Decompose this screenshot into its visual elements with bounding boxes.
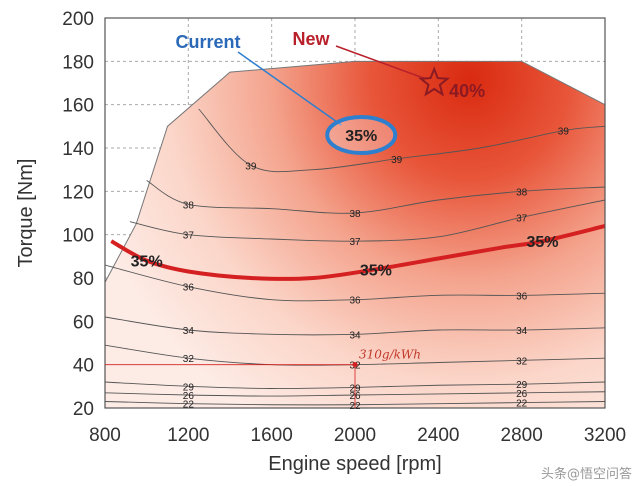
current-label: Current bbox=[175, 32, 240, 52]
contour-label: 38 bbox=[516, 187, 528, 198]
contour-line-34 bbox=[105, 316, 605, 336]
contour-label: 37 bbox=[516, 213, 528, 224]
contour-label: 29 bbox=[183, 382, 195, 393]
x-tick-label: 1600 bbox=[251, 425, 293, 446]
contour-label: 39 bbox=[391, 155, 403, 166]
contour-label: 39 bbox=[558, 127, 570, 138]
contour-label: 37 bbox=[349, 237, 361, 248]
y-tick-label: 40 bbox=[73, 356, 94, 377]
current-ellipse bbox=[325, 115, 398, 155]
contour-line-39 bbox=[198, 108, 605, 173]
x-tick-label: 2800 bbox=[501, 425, 543, 446]
highlight-35-percent-line bbox=[110, 224, 605, 281]
contour-label: 36 bbox=[183, 283, 195, 294]
new-label: New bbox=[292, 29, 330, 49]
contour-label: 34 bbox=[349, 330, 361, 341]
contour-label: 32 bbox=[183, 354, 195, 365]
contour-label: 34 bbox=[516, 326, 528, 337]
y-tick-label: 160 bbox=[62, 96, 94, 117]
contour-label: 39 bbox=[245, 161, 257, 172]
contour-label: 37 bbox=[183, 231, 195, 242]
contour-label: 34 bbox=[183, 326, 195, 337]
x-axis-label: Engine speed [rpm] bbox=[268, 453, 441, 475]
new-value: 40% bbox=[449, 81, 485, 101]
axes: 800 1200 1600 2000 2400 2800 3200 20 40 60 80 100 12… bbox=[62, 9, 626, 446]
contour-label: 22 bbox=[516, 399, 528, 410]
x-tick-label: 1200 bbox=[167, 425, 209, 446]
x-tick-label: 2000 bbox=[334, 425, 376, 446]
y-tick-label: 120 bbox=[62, 182, 94, 203]
new-leader-line bbox=[335, 45, 427, 80]
contour-line-36 bbox=[105, 264, 605, 302]
bsfc-point bbox=[352, 362, 358, 368]
y-tick-label: 140 bbox=[62, 139, 94, 160]
contour-label: 38 bbox=[349, 209, 361, 220]
watermark: 头条@悟空问答 bbox=[541, 466, 632, 482]
annotations: 35% Current 40% New 310g/kWh bbox=[105, 29, 485, 408]
contour-label: 38 bbox=[183, 200, 195, 211]
new-star-icon bbox=[418, 66, 451, 97]
highlight-label: 35% bbox=[526, 234, 558, 251]
contour-label: 36 bbox=[349, 296, 361, 307]
x-tick-label: 800 bbox=[89, 425, 121, 446]
contour-label: 29 bbox=[516, 380, 528, 391]
current-leader-line bbox=[237, 51, 342, 126]
bsfc-label: 310g/kWh bbox=[359, 348, 421, 362]
contour-label: 36 bbox=[516, 291, 528, 302]
y-tick-label: 80 bbox=[73, 269, 94, 290]
contour-label: 22 bbox=[183, 400, 195, 411]
contour-label: 26 bbox=[183, 391, 195, 402]
contour-line-37 bbox=[129, 199, 605, 242]
contour-line-38 bbox=[146, 180, 605, 214]
y-axis-label: Torque [Nm] bbox=[15, 159, 37, 268]
y-tick-label: 60 bbox=[73, 312, 94, 333]
current-value: 35% bbox=[345, 128, 377, 145]
x-tick-label: 3200 bbox=[584, 425, 626, 446]
contour-label: 32 bbox=[516, 356, 528, 367]
contour-label: 26 bbox=[516, 389, 528, 400]
y-tick-label: 180 bbox=[62, 52, 94, 73]
y-tick-label: 100 bbox=[62, 226, 94, 247]
highlight-label: 35% bbox=[131, 254, 163, 271]
highlight-label: 35% bbox=[360, 262, 392, 279]
y-tick-label: 20 bbox=[73, 399, 94, 420]
x-tick-label: 2400 bbox=[417, 425, 459, 446]
y-tick-label: 200 bbox=[62, 9, 94, 30]
